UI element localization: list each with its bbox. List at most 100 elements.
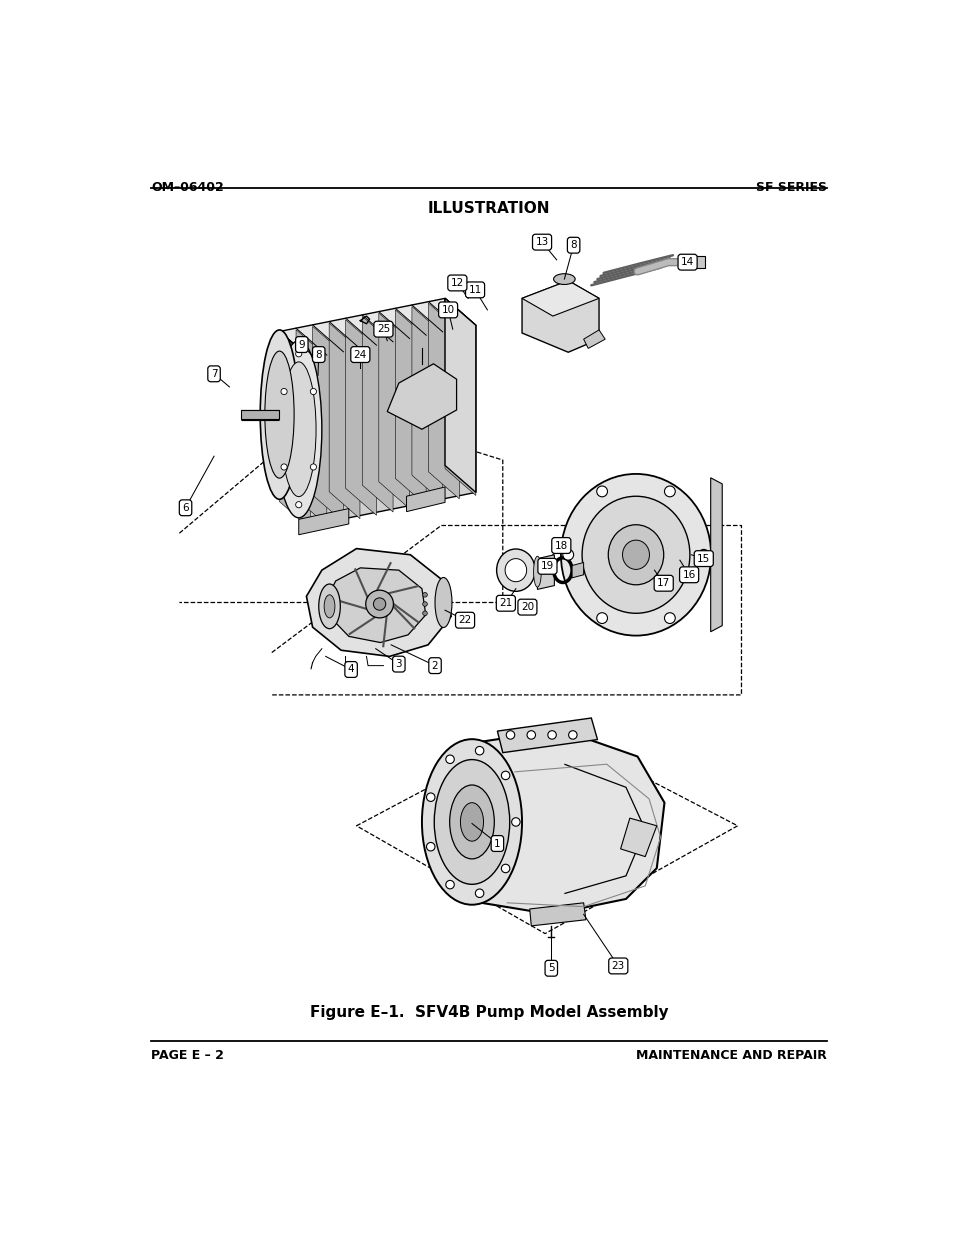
Circle shape: [422, 611, 427, 615]
Polygon shape: [329, 324, 359, 519]
Polygon shape: [387, 364, 456, 430]
Polygon shape: [710, 478, 721, 632]
Ellipse shape: [281, 362, 315, 496]
Text: 25: 25: [376, 324, 390, 335]
Ellipse shape: [434, 760, 509, 884]
Polygon shape: [689, 256, 704, 268]
Text: SF SERIES: SF SERIES: [755, 182, 826, 194]
Circle shape: [526, 731, 535, 740]
Polygon shape: [444, 300, 476, 495]
Circle shape: [295, 351, 301, 357]
Circle shape: [596, 487, 607, 496]
Circle shape: [310, 389, 316, 395]
Polygon shape: [521, 280, 598, 316]
Ellipse shape: [435, 578, 452, 627]
Circle shape: [445, 881, 454, 889]
Text: ILLUSTRATION: ILLUSTRATION: [427, 200, 550, 216]
Ellipse shape: [449, 785, 494, 858]
Circle shape: [501, 771, 509, 779]
Text: 23: 23: [611, 961, 624, 971]
Polygon shape: [295, 330, 327, 525]
Polygon shape: [444, 299, 476, 493]
Circle shape: [281, 464, 287, 471]
Text: MAINTENANCE AND REPAIR: MAINTENANCE AND REPAIR: [636, 1049, 826, 1062]
Polygon shape: [428, 304, 458, 499]
Text: 9: 9: [298, 340, 305, 350]
Polygon shape: [279, 466, 476, 526]
Text: 2: 2: [432, 661, 437, 671]
Circle shape: [373, 598, 385, 610]
Text: 5: 5: [547, 963, 554, 973]
Text: 17: 17: [657, 578, 670, 588]
Ellipse shape: [318, 584, 340, 629]
Polygon shape: [412, 306, 442, 503]
Circle shape: [596, 613, 607, 624]
Polygon shape: [395, 310, 426, 505]
Ellipse shape: [622, 540, 649, 569]
Circle shape: [547, 731, 556, 740]
Text: 19: 19: [540, 562, 554, 572]
Circle shape: [281, 389, 287, 395]
Polygon shape: [620, 818, 656, 857]
Polygon shape: [328, 568, 425, 642]
Ellipse shape: [460, 803, 483, 841]
Circle shape: [506, 731, 515, 740]
Text: 6: 6: [182, 503, 189, 513]
Ellipse shape: [324, 595, 335, 618]
Ellipse shape: [265, 351, 294, 478]
Text: 15: 15: [697, 553, 710, 563]
Circle shape: [426, 793, 435, 802]
Text: 13: 13: [535, 237, 548, 247]
Text: 21: 21: [498, 598, 512, 609]
Text: 11: 11: [468, 285, 481, 295]
Polygon shape: [444, 299, 476, 493]
Text: 3: 3: [395, 659, 402, 669]
Ellipse shape: [260, 330, 298, 499]
Polygon shape: [378, 314, 409, 509]
Text: 18: 18: [554, 541, 567, 551]
Circle shape: [664, 487, 675, 496]
Polygon shape: [279, 299, 476, 358]
Text: 4: 4: [348, 664, 354, 674]
Polygon shape: [537, 555, 554, 589]
Ellipse shape: [608, 525, 663, 585]
Ellipse shape: [421, 740, 521, 905]
Polygon shape: [362, 316, 393, 513]
Circle shape: [562, 550, 573, 561]
Text: 8: 8: [315, 350, 322, 359]
Ellipse shape: [497, 550, 535, 592]
Polygon shape: [313, 326, 343, 522]
Circle shape: [475, 746, 483, 755]
Text: 14: 14: [680, 257, 694, 267]
Circle shape: [310, 464, 316, 471]
Circle shape: [698, 550, 708, 561]
Text: 22: 22: [458, 615, 471, 625]
Circle shape: [295, 501, 301, 508]
Text: OM–06402: OM–06402: [151, 182, 223, 194]
Circle shape: [475, 889, 483, 898]
Circle shape: [365, 590, 393, 618]
Circle shape: [501, 864, 509, 873]
Circle shape: [511, 818, 519, 826]
Ellipse shape: [553, 274, 575, 284]
Polygon shape: [279, 331, 310, 526]
Polygon shape: [241, 410, 279, 419]
Text: 7: 7: [211, 369, 217, 379]
Text: PAGE E – 2: PAGE E – 2: [151, 1049, 224, 1062]
Text: 1: 1: [494, 839, 500, 848]
Text: 12: 12: [450, 278, 463, 288]
Polygon shape: [298, 509, 349, 535]
Polygon shape: [583, 330, 604, 348]
Polygon shape: [572, 562, 583, 578]
Circle shape: [445, 755, 454, 763]
Circle shape: [422, 601, 427, 606]
Ellipse shape: [533, 556, 540, 587]
Text: 24: 24: [354, 350, 367, 359]
Circle shape: [568, 731, 577, 740]
Circle shape: [664, 613, 675, 624]
Polygon shape: [521, 280, 598, 352]
Ellipse shape: [504, 558, 526, 582]
Polygon shape: [428, 730, 664, 914]
Text: 10: 10: [441, 305, 455, 315]
Ellipse shape: [581, 496, 689, 614]
